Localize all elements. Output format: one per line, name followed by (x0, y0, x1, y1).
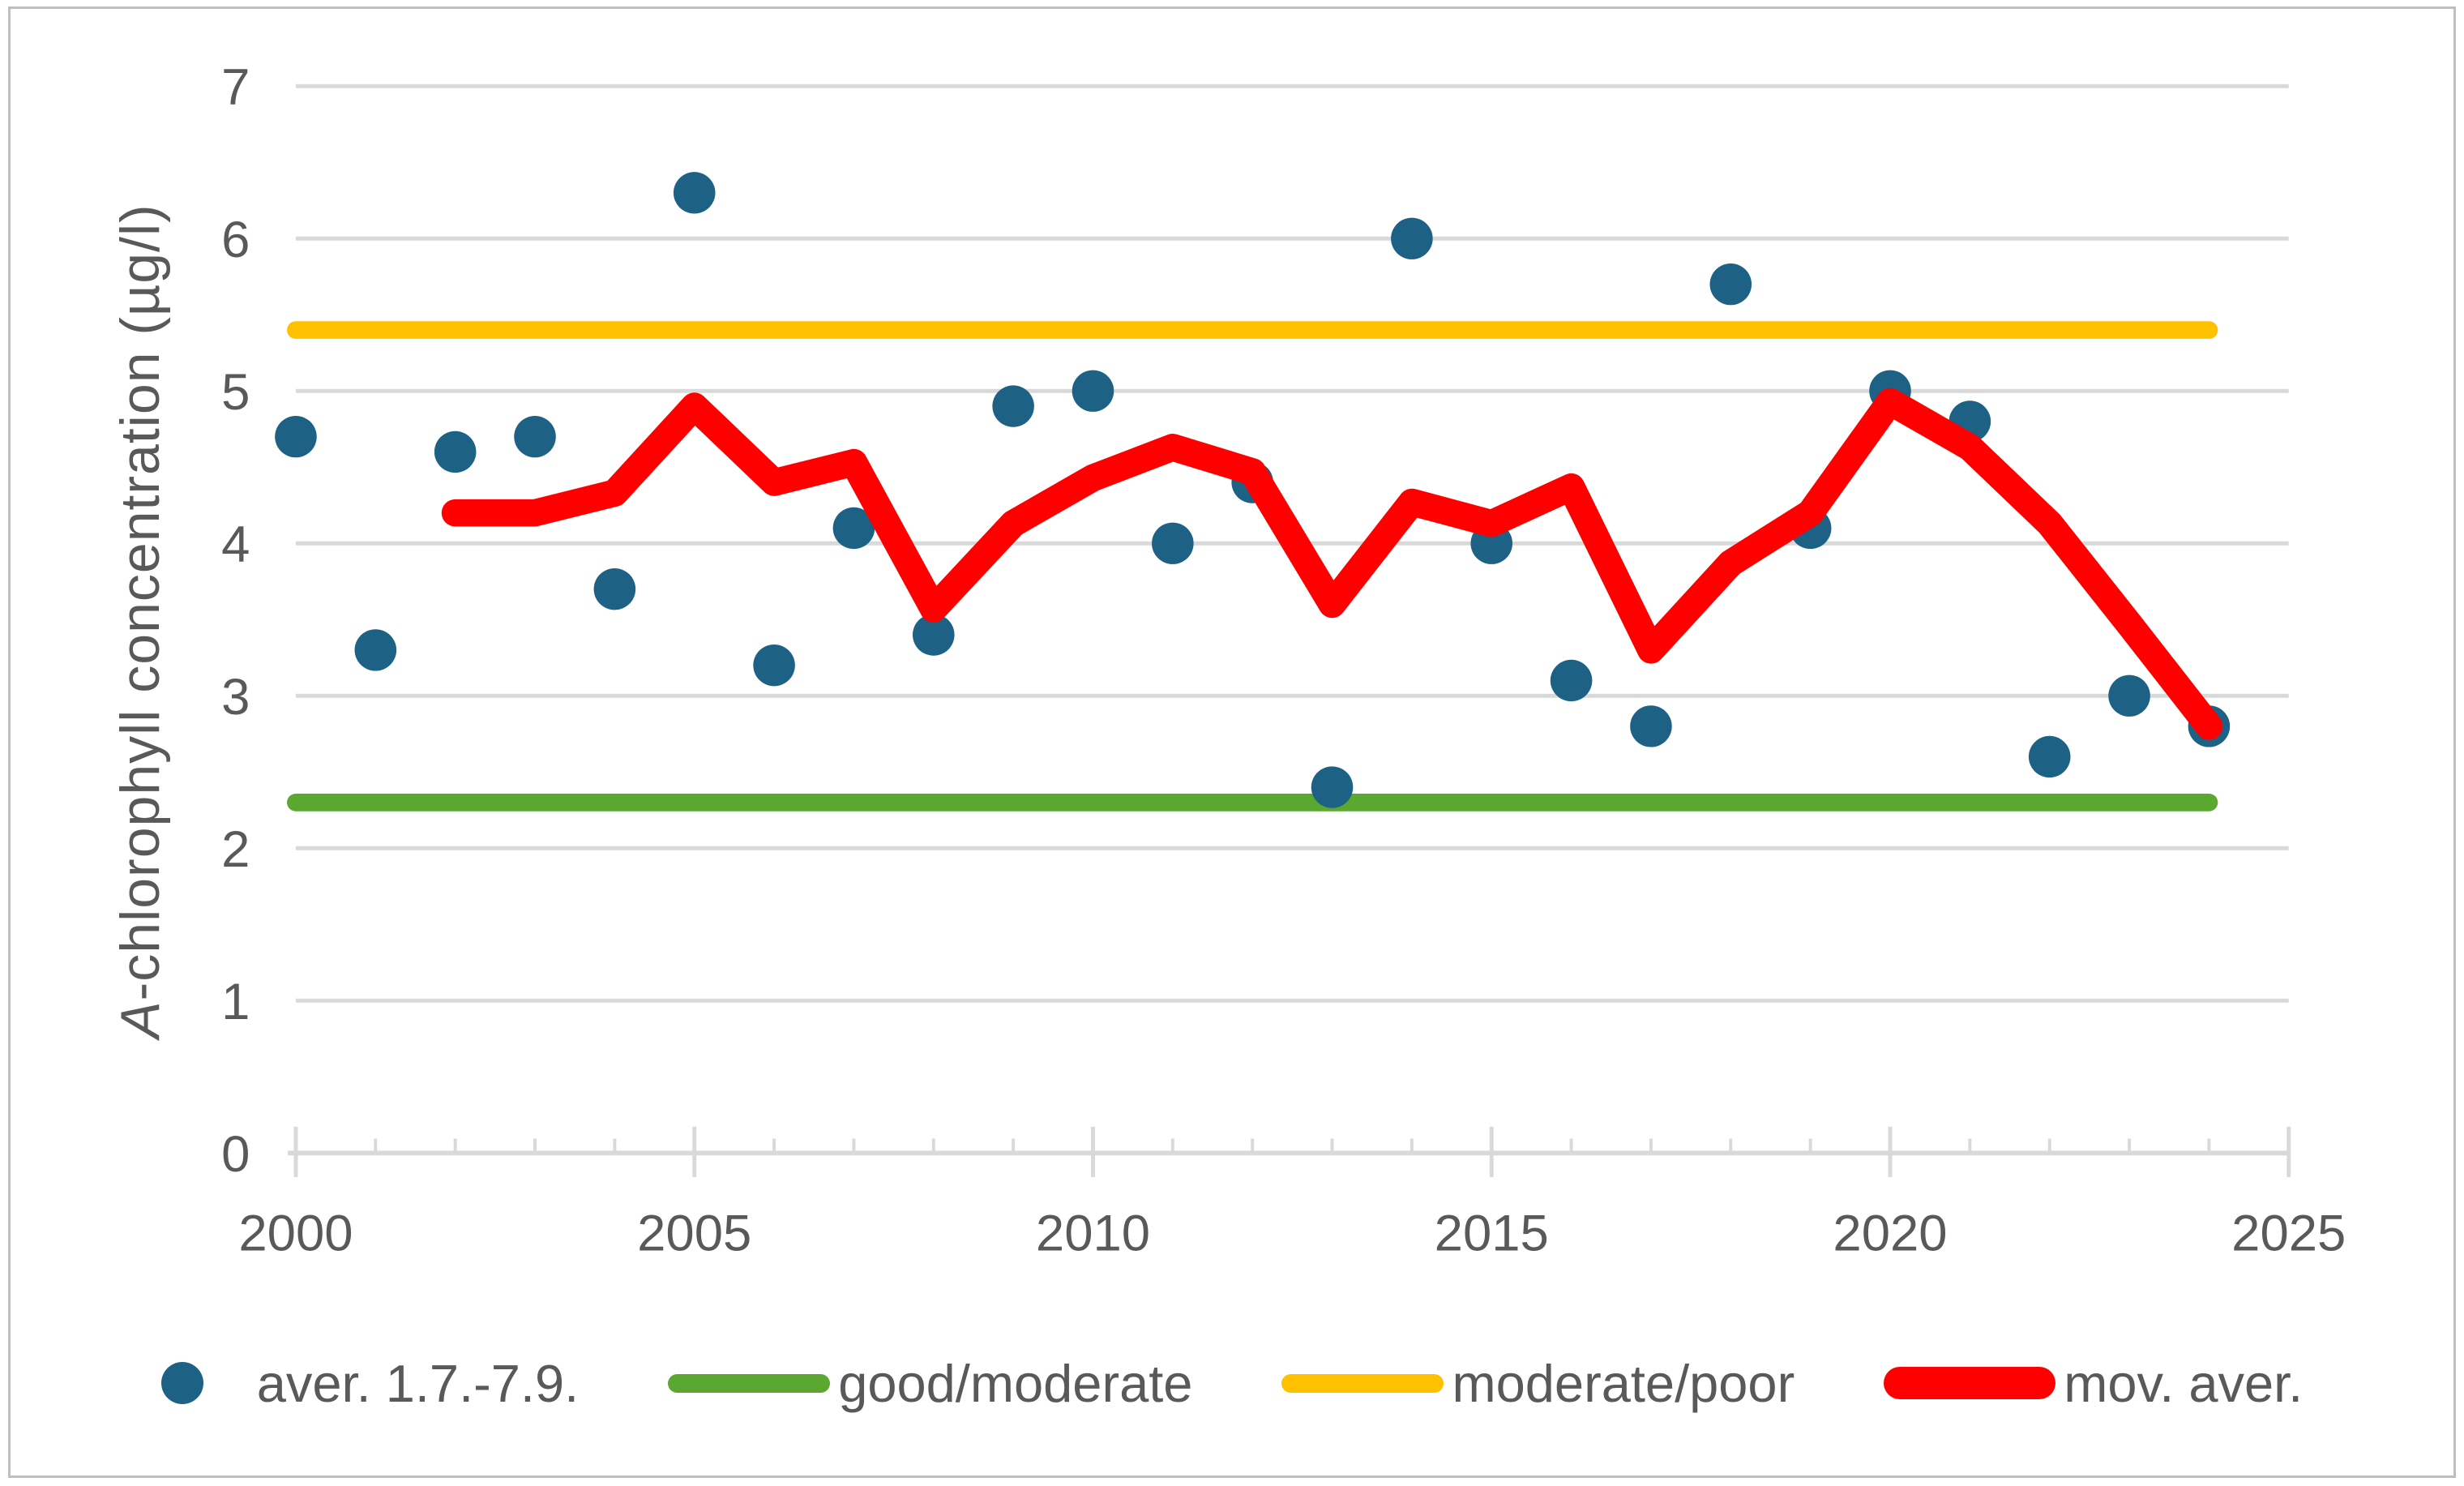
green-line-marker-icon (668, 1373, 831, 1393)
legend-label-mov-aver: mov. aver. (2064, 1353, 2304, 1413)
y-tick-label-4: 4 (221, 516, 250, 573)
y-tick-label-5: 5 (221, 364, 250, 421)
y-axis-title-text: -chlorophyll concentration (µg/l) (109, 203, 171, 1001)
y-tick-label-3: 3 (221, 669, 250, 726)
y-axis-title: A-chlorophyll concentration (µg/l) (109, 203, 172, 1038)
legend: aver. 1.7.-7.9. good/moderate moderate/p… (11, 1343, 2453, 1424)
scatter-point-2013 (1311, 766, 1354, 808)
scatter-point-2006 (753, 644, 795, 687)
y-tick-label-0: 0 (221, 1126, 250, 1183)
x-tick-label-2025: 2025 (2231, 1206, 2346, 1262)
y-tick-label-6: 6 (221, 212, 250, 268)
x-tick-label-2015: 2015 (1435, 1206, 1549, 1262)
scatter-point-2001 (354, 629, 397, 671)
red-line-marker-icon (1884, 1367, 2056, 1399)
chart-frame: 2000 2005 2010 2015 2020 2025 0 1 2 3 4 5 6 7 A-chlor… (8, 6, 2456, 1478)
scatter-point-2004 (593, 567, 636, 610)
legend-label-moderate-poor: moderate/poor (1452, 1353, 1795, 1413)
x-tick-label-2020: 2020 (1833, 1206, 1947, 1262)
scatter-point-2007 (832, 507, 875, 550)
scatter-point-2003 (514, 415, 556, 458)
scatter-point-2010 (1072, 370, 1114, 412)
legend-item-good-moderate: good/moderate (668, 1353, 1192, 1414)
y-tick-label-1: 1 (221, 974, 250, 1030)
y-axis-title-italic-part: A (109, 1000, 171, 1038)
x-tick-label-2005: 2005 (637, 1206, 751, 1262)
scatter-point-2014 (1391, 217, 1433, 259)
x-tick-label-2010: 2010 (1036, 1206, 1150, 1262)
scatter-point-2008 (912, 614, 955, 656)
scatter-point-2009 (992, 385, 1034, 427)
legend-item-mov-aver: mov. aver. (1884, 1353, 2303, 1414)
x-tick-label-2000: 2000 (238, 1206, 353, 1262)
y-tick-label-2: 2 (221, 821, 250, 878)
scatter-point-2017 (1630, 705, 1672, 747)
scatter-point-2002 (434, 430, 477, 473)
plot-area: 2000 2005 2010 2015 2020 2025 0 1 2 3 4 5 6 7 (221, 59, 2346, 1262)
scatter-point-2022 (2028, 735, 2071, 778)
y-tick-label-7: 7 (221, 59, 250, 116)
scatter-point-2000 (275, 415, 317, 458)
scatter-point-2005 (673, 172, 716, 214)
scatter-point-2016 (1550, 659, 1593, 702)
legend-item-aver: aver. 1.7.-7.9. (160, 1353, 580, 1414)
moving-average-line (441, 388, 2223, 740)
scatter-point-2023 (2108, 674, 2150, 717)
yellow-line-marker-icon (1281, 1373, 1444, 1393)
legend-item-moderate-poor: moderate/poor (1281, 1353, 1795, 1414)
scatter-point-2018 (1709, 263, 1752, 306)
legend-label-good-moderate: good/moderate (838, 1353, 1193, 1413)
scatter-point-2011 (1152, 522, 1194, 564)
scatter-marker-icon (160, 1362, 203, 1404)
legend-label-aver: aver. 1.7.-7.9. (256, 1353, 580, 1413)
